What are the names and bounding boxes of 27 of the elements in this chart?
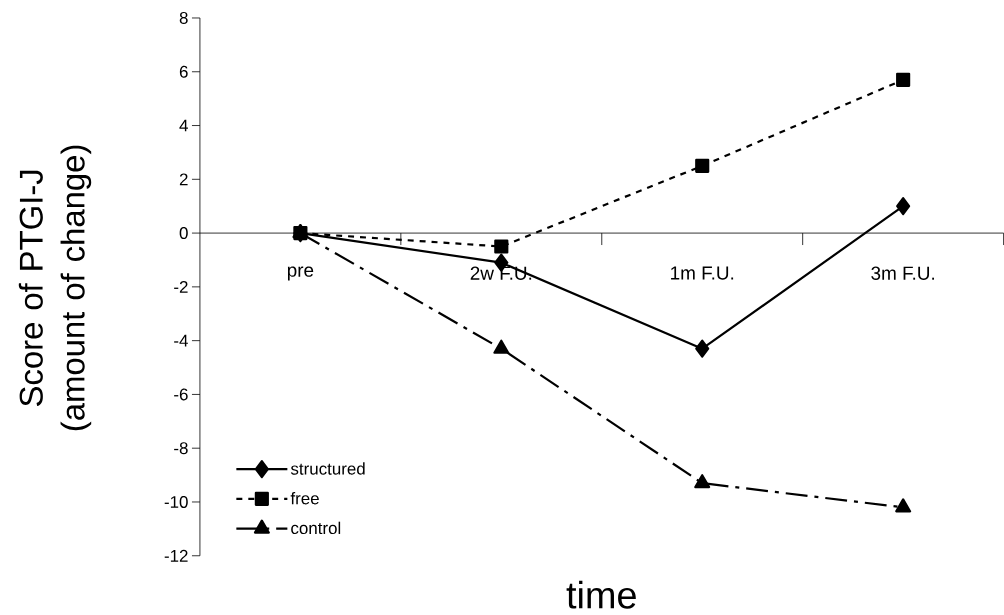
y-tick-label: 6 [179,65,188,78]
y-tick-label: 2 [179,173,188,186]
point [695,339,710,358]
x-axis-title: time [566,580,636,609]
point [694,474,711,489]
point [896,72,911,88]
y-axis-title: Score of PTGI-J (amount of change) [18,145,92,431]
y-tick-label: 4 [179,119,188,132]
x-tick-label: 3m F.U. [871,266,934,281]
point [895,498,912,513]
point [493,339,510,354]
x-tick-label: 1m F.U. [671,266,734,280]
y-tick-label: -6 [174,388,188,401]
x-tick-label: pre [287,266,314,281]
legend-label: free [290,492,319,505]
y-tick-label: -12 [164,549,188,562]
y-tick-label: -2 [174,281,188,293]
legend-label: control [291,521,341,535]
point [896,197,911,216]
point [695,158,710,174]
y-tick-label: 0 [179,227,188,240]
y-tick-label: 8 [179,12,188,25]
y-tick-label: -4 [174,334,188,347]
point [494,239,509,254]
y-tick-label: -8 [174,442,188,455]
y-tick-label: -10 [164,496,188,509]
legend-label: structured [290,462,365,475]
